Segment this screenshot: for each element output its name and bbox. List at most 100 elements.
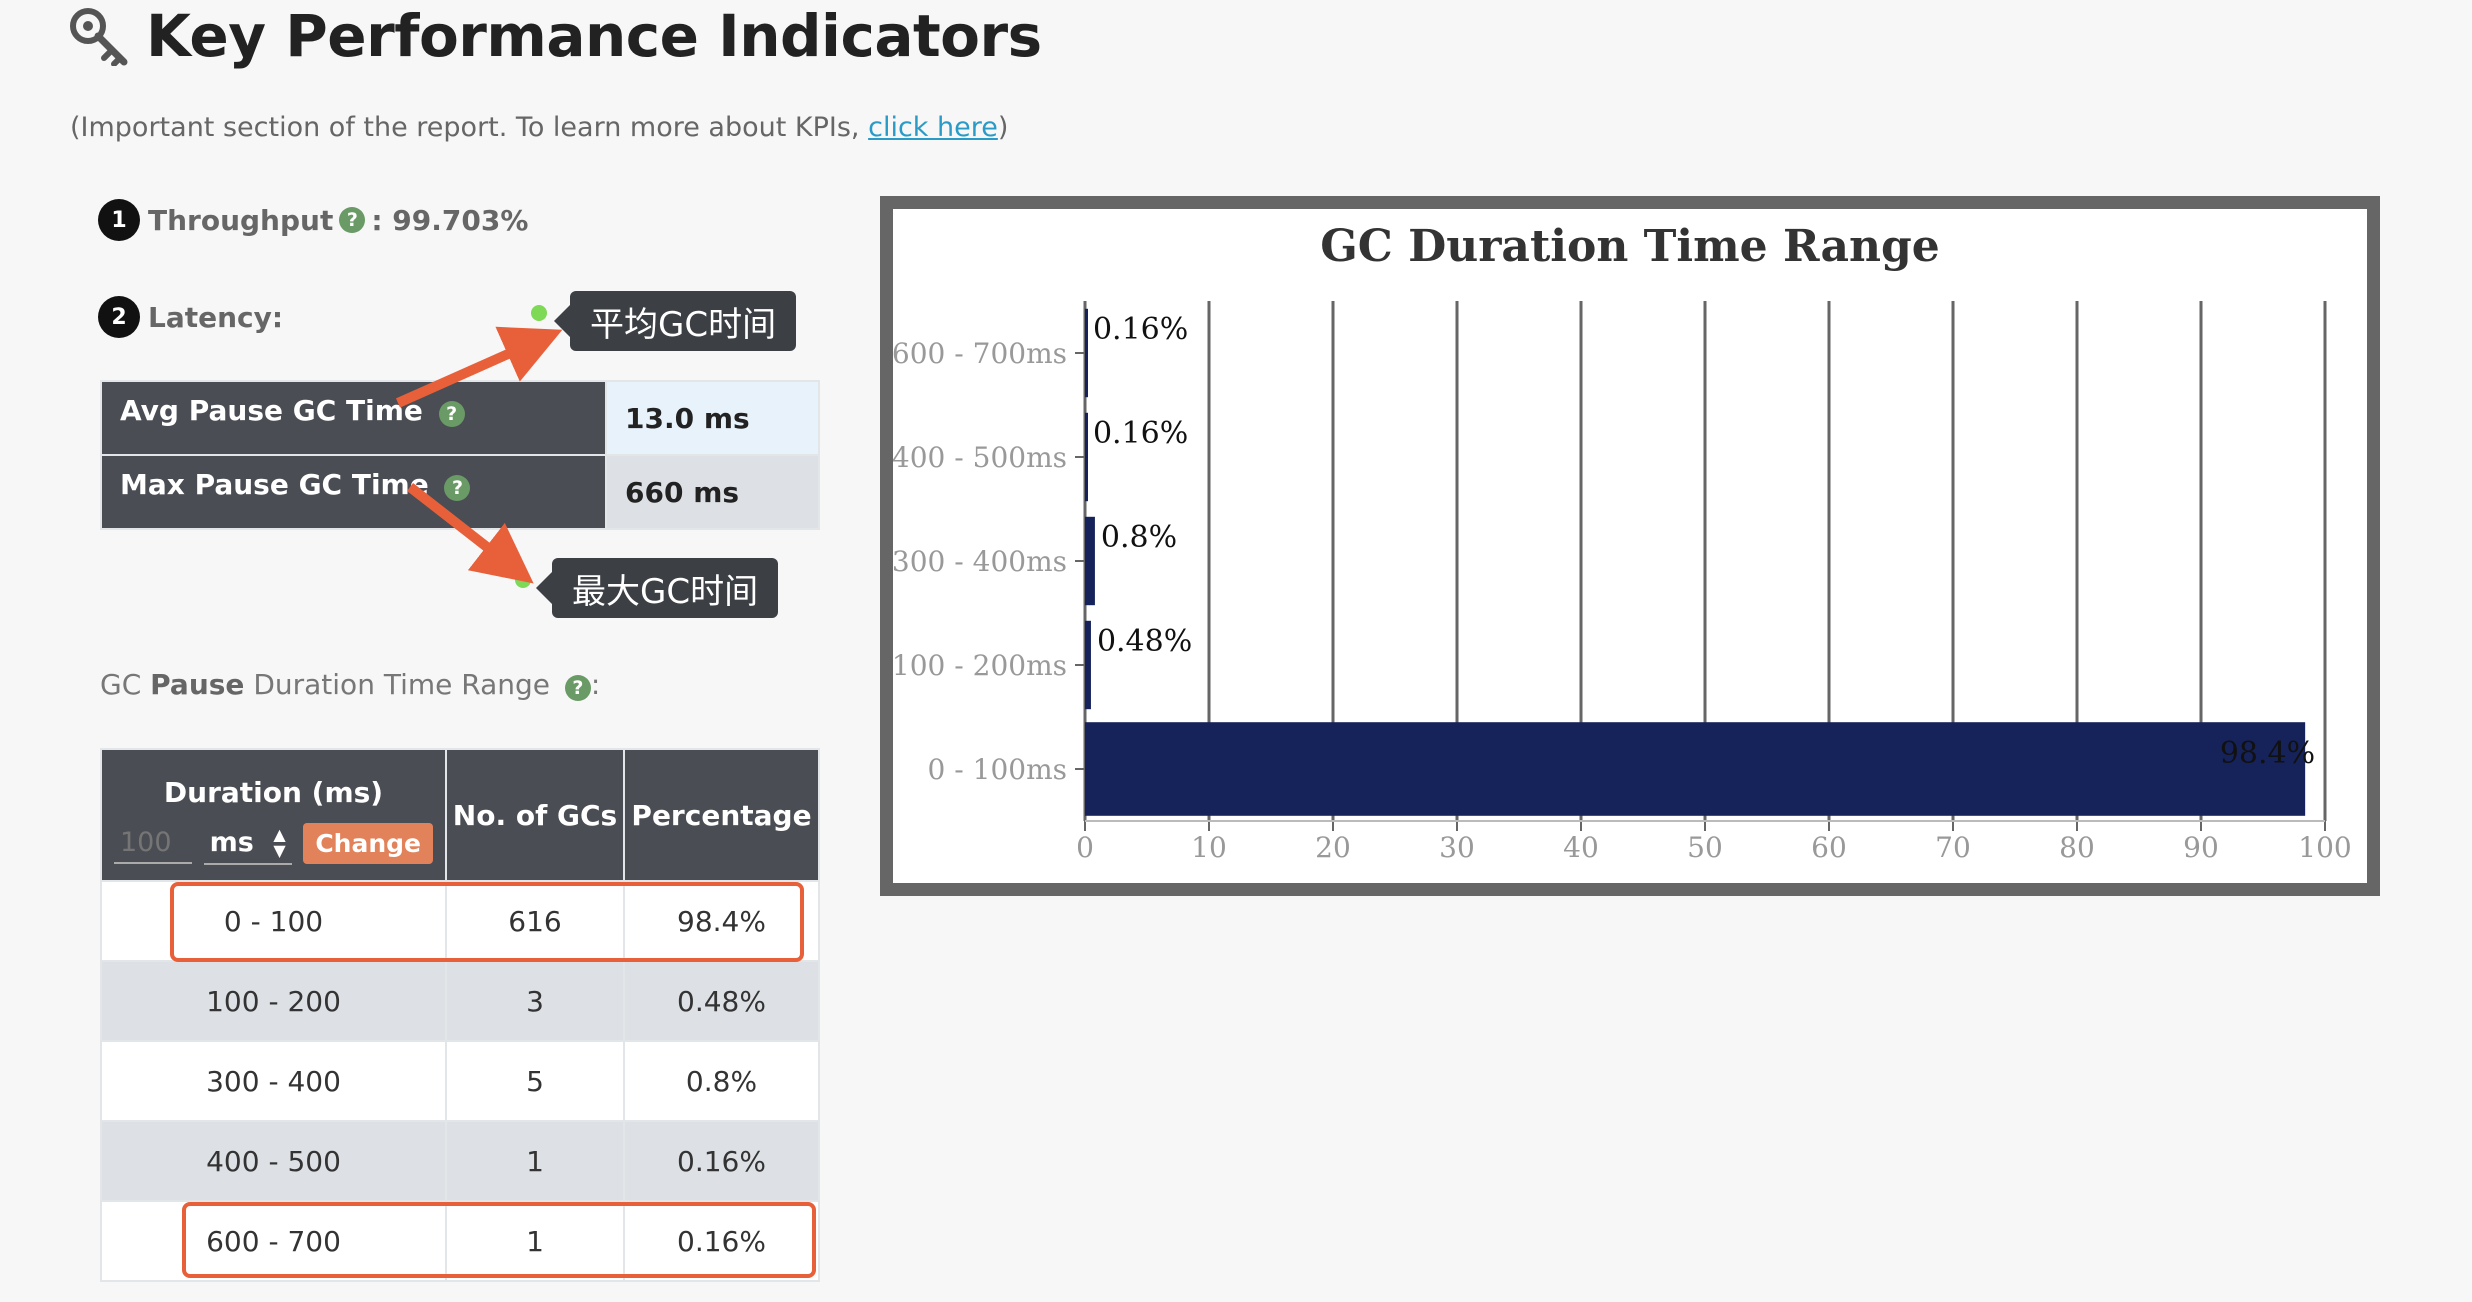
x-tick-label: 50 [1687,831,1723,864]
change-button[interactable]: Change [303,823,433,864]
latency-row-max: Max Pause GC Time ? 660 ms [100,454,820,530]
gc-duration-table: Duration (ms) ms ▲▼ Change No. of GCs Pe… [100,748,820,1282]
percentage-cell: 98.4% [623,880,820,962]
key-icon [70,8,128,66]
chart-tick-labels: 0 10 20 30 40 50 60 70 80 90 100 [1076,831,2352,864]
gc-range-label: GC Pause Duration Time Range ?: [100,668,600,701]
chart-data-labels: 0.16% 0.16% 0.8% 0.48% 98.4% [1093,312,2315,771]
y-category-label: 100 - 200ms [893,649,1067,682]
duration-cell: 0 - 100 [100,880,447,962]
click-here-link[interactable]: click here [868,112,998,143]
latency-item: 2 Latency: [98,296,283,338]
chart-bar [1085,620,1091,710]
page-header: Key Performance Indicators [68,0,1042,72]
subtitle-prefix: (Important section of the report. To lea… [70,112,869,143]
x-tick-label: 60 [1811,831,1847,864]
unit-select-value: ms [209,826,254,858]
throughput-item: 1 Throughput ? : 99.703% [98,199,528,241]
duration-cell: 400 - 500 [100,1120,447,1202]
table-header-row: Duration (ms) ms ▲▼ Change No. of GCs Pe… [100,748,820,882]
bar-data-label: 98.4% [2220,736,2315,771]
x-tick-label: 10 [1191,831,1227,864]
page-title: Key Performance Indicators [146,2,1042,70]
max-pause-label: Max Pause GC Time [120,468,429,501]
range-suffix: Duration Time Range [244,668,551,701]
bar-data-label: 0.8% [1101,520,1177,555]
bar-data-label: 0.16% [1093,416,1188,451]
range-prefix: GC [100,668,151,701]
chart-bar [1085,308,1088,398]
latency-row-avg: Avg Pause GC Time ? 13.0 ms [100,380,820,456]
y-category-label: 400 - 500ms [893,441,1067,474]
max-pause-value: 660 ms [605,454,820,530]
throughput-value: : 99.703% [371,203,529,237]
avg-pause-label-cell: Avg Pause GC Time ? [100,380,607,456]
range-bold: Pause [150,668,245,701]
max-gc-callout: 最大GC时间 [535,558,779,618]
chart-bar [1085,722,2306,816]
table-row: 0 - 100 616 98.4% [100,880,820,962]
bar-data-label: 0.48% [1097,624,1192,659]
chart-bars [1085,308,2306,816]
table-row: 400 - 500 1 0.16% [100,1120,820,1202]
count-cell: 616 [445,880,625,962]
bar-data-label: 0.16% [1093,312,1188,347]
step-badge-2: 2 [98,296,140,338]
percentage-cell: 0.16% [623,1200,820,1282]
gc-duration-chart: GC Duration Time Range 600 - 700ms 400 - … [880,196,2380,896]
unit-select[interactable]: ms ▲ ▼ [203,823,292,865]
x-tick-label: 40 [1563,831,1599,864]
duration-header-label: Duration (ms) [163,775,384,809]
chart-svg: GC Duration Time Range 600 - 700ms 400 - … [893,221,2352,864]
y-category-label: 600 - 700ms [893,337,1067,370]
duration-cell: 100 - 200 [100,960,447,1042]
subtitle-suffix: ) [997,112,1009,143]
avg-gc-callout: 平均GC时间 [553,291,797,351]
x-tick-label: 30 [1439,831,1475,864]
avg-pause-value: 13.0 ms [605,380,820,456]
page-subtitle: (Important section of the report. To lea… [70,112,1008,143]
chart-category-labels: 600 - 700ms 400 - 500ms 300 - 400ms 100 - 2… [893,337,1067,786]
latency-label: Latency: [148,300,284,334]
max-pause-label-cell: Max Pause GC Time ? [100,454,607,530]
help-icon[interactable]: ? [564,675,591,701]
count-cell: 1 [445,1120,625,1202]
unit-size-input[interactable] [114,823,192,864]
count-header: No. of GCs [445,748,625,882]
x-tick-label: 90 [2183,831,2219,864]
range-colon: : [590,668,601,701]
count-cell: 5 [445,1040,625,1122]
avg-pause-label: Avg Pause GC Time [120,394,423,427]
step-badge-1: 1 [98,199,140,241]
avg-annotation-dot [531,305,547,321]
y-category-label: 300 - 400ms [893,545,1067,578]
chart-bar [1085,516,1095,606]
percentage-cell: 0.16% [623,1120,820,1202]
x-tick-label: 100 [2298,831,2351,864]
table-row: 600 - 700 1 0.16% [100,1200,820,1282]
x-tick-label: 80 [2059,831,2095,864]
chart-bar [1085,412,1088,502]
x-tick-label: 0 [1076,831,1094,864]
duration-header: Duration (ms) ms ▲▼ Change [100,748,447,882]
highlight-box-row-1 [170,882,804,962]
help-icon[interactable]: ? [438,401,465,427]
table-row: 100 - 200 3 0.48% [100,960,820,1042]
x-tick-label: 70 [1935,831,1971,864]
count-cell: 1 [445,1200,625,1282]
sort-arrows-icon: ▲ ▼ [273,824,286,860]
max-annotation-dot [515,572,531,588]
table-row: 300 - 400 5 0.8% [100,1040,820,1122]
duration-cell: 600 - 700 [100,1200,447,1282]
percentage-cell: 0.48% [623,960,820,1042]
count-cell: 3 [445,960,625,1042]
throughput-label: Throughput [148,203,334,237]
percentage-cell: 0.8% [623,1040,820,1122]
chart-title: GC Duration Time Range [1320,221,1940,272]
percentage-header: Percentage [623,748,820,882]
latency-table: Avg Pause GC Time ? 13.0 ms Max Pause GC… [100,380,820,530]
help-icon[interactable]: ? [444,475,471,501]
x-tick-label: 20 [1315,831,1351,864]
duration-cell: 300 - 400 [100,1040,447,1122]
help-icon[interactable]: ? [339,207,366,233]
